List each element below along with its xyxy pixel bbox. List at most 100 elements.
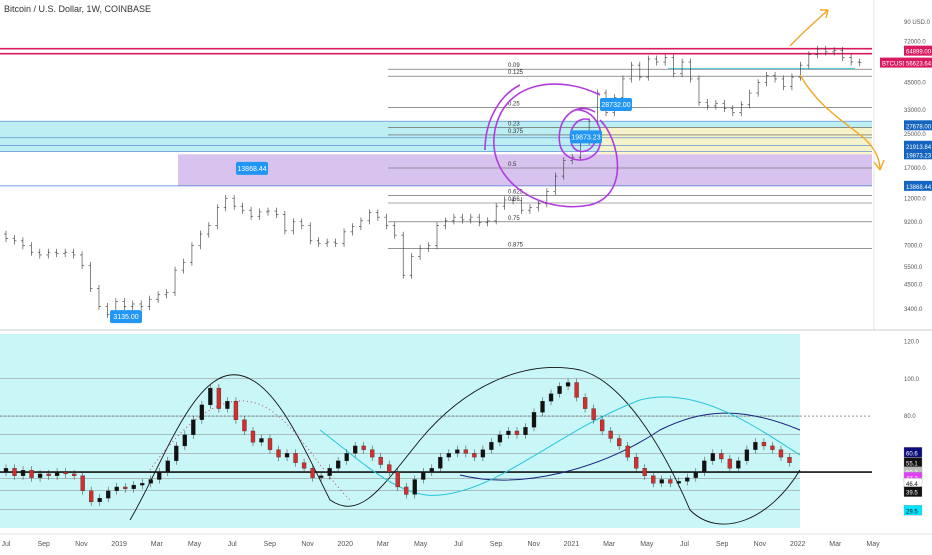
- level-badge-label: 60.6: [906, 451, 918, 457]
- osc-body: [455, 449, 460, 454]
- level-badge-bg: [903, 447, 923, 458]
- oscillator-candle: [54, 468, 60, 480]
- osc-body: [582, 397, 588, 409]
- price-candle: [265, 207, 270, 216]
- time-axis-label: Nov: [754, 541, 767, 548]
- price-badge: 64899.00: [904, 45, 932, 56]
- price-tick-label: 7000.0: [904, 244, 923, 250]
- price-candle: [232, 195, 237, 210]
- oscillator-candle: [412, 475, 417, 499]
- osc-body: [591, 408, 596, 420]
- time-axis-label: Nov: [75, 541, 88, 548]
- osc-body: [267, 438, 273, 450]
- oscillator-candle: [421, 468, 426, 484]
- osc-body: [157, 471, 162, 480]
- osc-body: [259, 438, 264, 443]
- price-candle: [519, 197, 524, 214]
- osc-body: [80, 475, 85, 491]
- oscillator-candle: [20, 466, 26, 480]
- osc-body: [489, 442, 494, 450]
- oscillator-candle: [174, 441, 179, 465]
- osc-body: [191, 419, 196, 435]
- price-candle: [282, 211, 287, 235]
- price-candle: [781, 75, 786, 91]
- price-candle: [502, 196, 507, 210]
- oscillator-candle: [429, 464, 434, 477]
- osc-body: [327, 468, 332, 476]
- price-candle: [189, 242, 194, 266]
- oscillator-candle: [710, 449, 715, 465]
- osc-body: [617, 438, 622, 447]
- price-candle: [646, 55, 651, 81]
- circle-outer: [493, 83, 619, 208]
- price-candle: [806, 51, 811, 69]
- price-candle: [164, 289, 169, 299]
- oscillator-candle: [12, 464, 17, 480]
- osc-body: [174, 445, 179, 461]
- osc-body: [412, 479, 417, 495]
- oscillator-candle: [574, 378, 579, 402]
- osc-body: [685, 477, 690, 482]
- price-candle: [849, 54, 854, 66]
- osc-body: [301, 462, 307, 469]
- oscillator-candle: [233, 397, 239, 424]
- price-badge-label: 21913.84: [906, 145, 932, 151]
- price-candle: [730, 105, 735, 117]
- fib-label: 0.875: [508, 242, 524, 248]
- osc-body: [557, 386, 562, 394]
- oscillator-candle: [259, 434, 264, 447]
- oscillator-candle: [642, 464, 647, 480]
- price-candle: [409, 252, 414, 279]
- osc-body: [540, 401, 545, 413]
- oscillator-candle: [378, 453, 383, 469]
- price-candle: [637, 61, 642, 81]
- osc-body: [199, 404, 205, 420]
- oscillator-candle: [753, 438, 758, 454]
- osc-body: [353, 445, 358, 454]
- price-candle: [333, 238, 338, 247]
- time-axis-label: 2019: [111, 541, 127, 548]
- fib-label: 0.25: [508, 101, 520, 107]
- price-candle: [713, 100, 718, 110]
- price-candle: [696, 75, 701, 106]
- price-candle: [12, 235, 17, 245]
- price-candle: [384, 213, 389, 230]
- price-tick-label: 4500.0: [904, 282, 923, 288]
- oscillator-level-badge: 29.5: [903, 505, 923, 516]
- fib-label: 0.66: [508, 197, 520, 203]
- price-candle: [544, 188, 549, 208]
- fib-label: 0.09: [508, 63, 520, 69]
- oscillator-candle: [276, 445, 281, 462]
- price-candle: [358, 217, 363, 231]
- level-badge-label: 55.1: [906, 462, 918, 468]
- price-badge-bg: [904, 57, 932, 68]
- price-badge: 19873.23: [904, 149, 932, 160]
- oscillator-curves: [129, 367, 801, 525]
- oscillator-curve-navy: [459, 412, 801, 481]
- oscillator-curve-black: [129, 367, 801, 525]
- osc-body: [106, 490, 111, 499]
- osc-body: [429, 468, 434, 473]
- oscillator-candle: [787, 453, 792, 467]
- osc-body: [668, 479, 673, 484]
- price-tick-label: 72000.0: [904, 40, 926, 46]
- time-axis-label: Mar: [603, 541, 616, 548]
- price-badge-label: 13868.44: [906, 185, 932, 191]
- osc-body: [727, 458, 733, 469]
- oscillator-candle: [506, 427, 511, 439]
- price-candle: [443, 217, 448, 230]
- circle-stroke: [484, 84, 521, 151]
- price-candle: [139, 300, 144, 311]
- oscillator-candle: [182, 430, 187, 450]
- price-candle: [206, 222, 211, 238]
- oscillator-candle: [591, 404, 596, 424]
- price-candle: [308, 222, 313, 245]
- price-candle: [435, 222, 439, 250]
- price-candle: [299, 218, 304, 230]
- time-axis-label: Sep: [716, 541, 729, 548]
- time-axis-label: 2020: [337, 541, 353, 548]
- price-candle: [739, 101, 744, 117]
- price-candle: [325, 238, 330, 247]
